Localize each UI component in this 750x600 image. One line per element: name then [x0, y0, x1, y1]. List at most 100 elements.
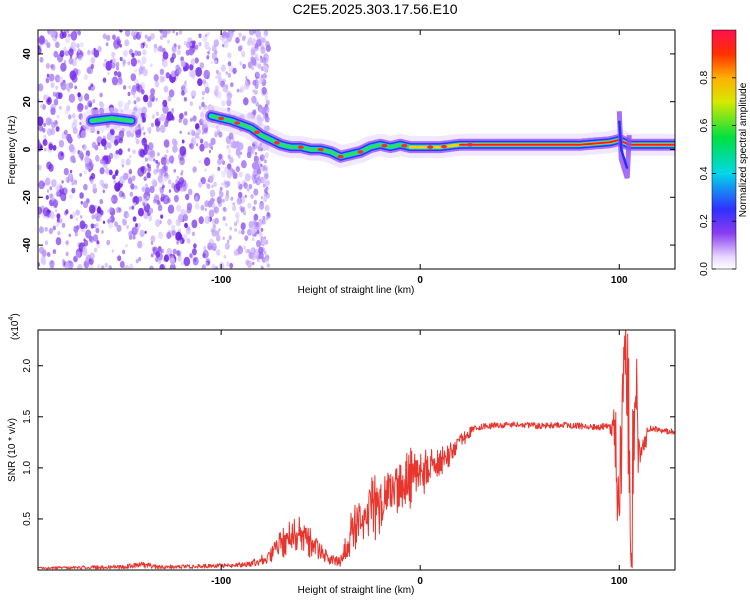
spectrogram-noise-blob	[90, 172, 96, 180]
spectrogram-noise-blob	[164, 120, 169, 128]
spectrogram-noise-blob	[240, 222, 246, 230]
spectrogram-noise-blob	[131, 52, 135, 58]
spectrogram-noise-blob	[150, 88, 156, 96]
spectrogram-noise-blob	[72, 127, 78, 135]
spectrogram-noise-blob	[220, 64, 226, 72]
spectrogram-noise-blob	[39, 145, 43, 150]
spectrogram-noise-blob	[147, 100, 153, 108]
spectrogram-noise-blob	[232, 172, 238, 180]
spectrogram-noise-blob	[158, 231, 164, 240]
spectrogram-noise-blob	[172, 248, 177, 255]
spectrogram-noise-blob	[88, 86, 92, 91]
spectrogram-noise-blob	[146, 195, 150, 200]
spectrogram-green-layer	[90, 116, 134, 123]
spectrogram-noise-blob	[123, 172, 129, 181]
spectrogram-noise-blob	[53, 98, 59, 106]
spectrogram-noise-blob	[155, 219, 161, 227]
spectrogram-noise-blob	[65, 240, 69, 246]
spectrogram-noise-blob	[61, 180, 64, 184]
spectrogram-noise-blob	[145, 44, 149, 49]
spectrogram-noise-blob	[263, 65, 269, 73]
spectrogram-noise-blob	[138, 256, 142, 262]
spectrogram-noise-blob	[132, 149, 136, 155]
spectrogram-noise-blob	[72, 113, 76, 119]
spectrogram-noise-blob	[266, 188, 270, 192]
spectrogram-noise-blob	[214, 132, 218, 138]
snr-x-tick-label: -100	[211, 576, 231, 587]
spectrogram-noise-blob	[179, 30, 183, 35]
spectrogram-noise-blob	[160, 250, 163, 254]
spectrogram-noise-blob	[242, 63, 247, 70]
spectrogram-noise-blob	[172, 30, 175, 34]
spectrogram-noise-blob	[49, 193, 53, 199]
spectrogram-noise-blob	[209, 189, 216, 198]
spectrogram-noise-blob	[41, 249, 47, 257]
spectrogram-noise-blob	[167, 39, 171, 44]
snr-y-tick-label: 1.0	[22, 461, 33, 475]
spectrogram-noise-blob	[155, 97, 158, 102]
snr-scale-factor: (x104)	[8, 313, 21, 340]
spectrogram-noise-blob	[220, 158, 224, 164]
spectrogram-noise-blob	[248, 220, 254, 229]
colorbar-tick-label: 0.4	[699, 166, 710, 180]
spectrogram-noise-blob	[237, 230, 241, 235]
spectrogram-noise-blob	[83, 183, 88, 191]
spectrogram-noise-blob	[49, 260, 55, 268]
spectrogram-noise-blob	[144, 230, 147, 234]
spectrogram-noise-blob	[221, 170, 226, 178]
spectrogram-noise-blob	[80, 130, 87, 139]
spectrogram-noise-blob	[55, 237, 62, 246]
spectrogram-noise-blob	[189, 117, 193, 122]
spectrogram-noise-blob	[208, 149, 211, 154]
spectrogram-peak-spot	[337, 154, 344, 159]
spectrogram-red-core	[459, 138, 675, 146]
spectrogram-noise-blob	[235, 141, 241, 149]
snr-x-tick-label: 0	[417, 576, 423, 587]
spectrogram-noise-blob	[246, 260, 253, 269]
spectrogram-noise-blob	[181, 90, 185, 96]
spectrogram-noise-blob	[185, 183, 189, 188]
spectrogram-noise-blob	[59, 185, 63, 190]
spectrogram-noise-blob	[265, 216, 269, 221]
spectrogram-noise-blob	[125, 244, 128, 248]
spectrogram-noise-blob	[116, 66, 119, 71]
spectrogram-noise-blob	[142, 202, 146, 207]
snr-scale-factor-exponent: 4	[8, 317, 15, 321]
spectrogram-noise-blob	[247, 228, 252, 236]
spectrogram-noise-blob	[89, 178, 94, 184]
spectrogram-noise-blob	[196, 143, 199, 147]
spectrogram-noise-blob	[238, 184, 243, 191]
spectrogram-noise-blob	[52, 225, 56, 231]
spectrogram-noise-blob	[113, 179, 116, 184]
spectrogram-noise-blob	[58, 139, 65, 148]
spectrogram-noise-blob	[229, 262, 234, 269]
spectrogram-noise-blob	[156, 126, 160, 133]
spectrogram-noise-blob	[187, 37, 193, 46]
spectrogram-noise-blob	[254, 43, 259, 49]
spectrogram-noise-blob	[62, 258, 65, 263]
spectrogram-noise-blob	[114, 182, 121, 192]
spectrogram-noise-blob	[133, 202, 137, 206]
spectrogram-noise-blob	[176, 240, 180, 245]
spectrogram-noise-blob	[180, 154, 185, 161]
spectrogram-noise-blob	[114, 45, 118, 50]
spectrogram-noise-blob	[251, 58, 257, 66]
spectrogram-noise-blob	[217, 158, 222, 166]
spectrogram-noise-blob	[141, 106, 147, 115]
spectrogram-noise-blob	[235, 212, 240, 220]
spectrogram-noise-blob	[191, 95, 195, 100]
spectrogram-noise-blob	[57, 231, 61, 236]
spectrogram-noise-blob	[213, 89, 219, 96]
spectrogram-noise-blob	[198, 181, 203, 188]
spectrogram-noise-blob	[163, 139, 170, 148]
spectrogram-noise-blob	[187, 131, 190, 136]
spectrogram-noise-blob	[121, 218, 125, 223]
spectrogram-noise-blob	[221, 100, 226, 107]
spectrogram-noise-blob	[131, 205, 135, 210]
spectrogram-noise-blob	[202, 79, 207, 85]
spectrogram-noise-blob	[84, 155, 90, 164]
spectrogram-noise-blob	[102, 33, 107, 40]
spectrogram-noise-blob	[97, 263, 101, 269]
spectrogram-noise-blob	[76, 43, 80, 49]
spectrogram-noise-blob	[199, 138, 204, 144]
